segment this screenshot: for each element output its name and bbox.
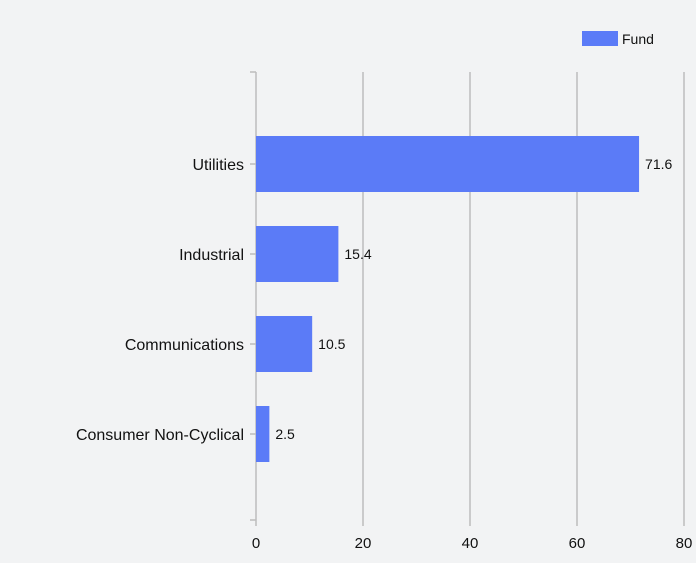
bar-0: [256, 136, 640, 192]
bar-2: [256, 316, 313, 372]
x-tick-label-0: 0: [252, 535, 260, 552]
bars: [256, 136, 640, 462]
x-tick-label-40: 40: [462, 535, 479, 552]
category-label-1: Industrial: [179, 247, 244, 264]
labels: 0 20 40 60 80 Utilities 71.6 Industrial 15.4 Comm…: [76, 156, 692, 552]
legend-swatch-fund: [582, 31, 618, 46]
data-label-0: 71.6: [645, 156, 672, 172]
x-tick-label-60: 60: [569, 535, 586, 552]
legend-label-fund: Fund: [622, 31, 654, 47]
x-tick-label-80: 80: [676, 535, 693, 552]
bar-3: [256, 406, 270, 462]
data-label-3: 2.5: [275, 426, 295, 442]
x-tick-label-20: 20: [355, 535, 372, 552]
category-label-3: Consumer Non-Cyclical: [76, 427, 244, 444]
category-label-0: Utilities: [192, 157, 244, 174]
legend: Fund: [582, 31, 654, 47]
data-label-1: 15.4: [344, 246, 371, 262]
category-label-2: Communications: [125, 337, 244, 354]
bar-1: [256, 226, 339, 282]
data-label-2: 10.5: [318, 336, 345, 352]
